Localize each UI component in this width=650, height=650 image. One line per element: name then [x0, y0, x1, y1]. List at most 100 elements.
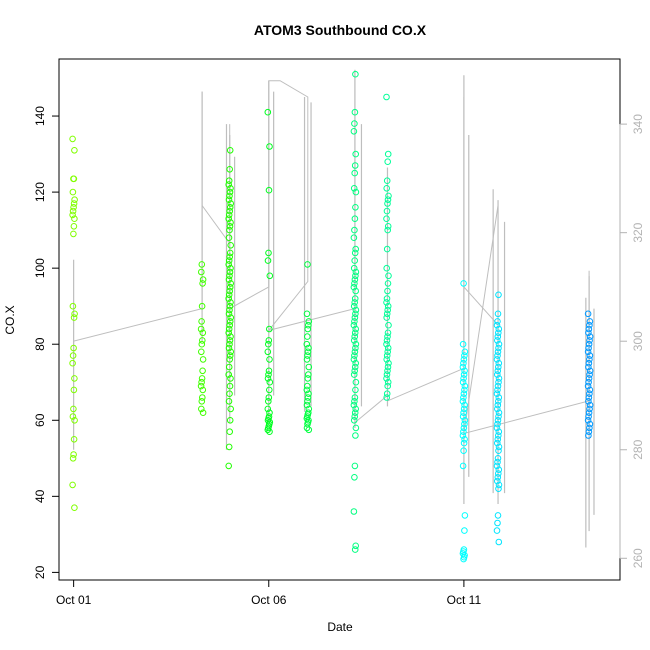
data-point	[225, 196, 233, 203]
y-tick-label: 140	[33, 106, 47, 126]
data-point	[69, 352, 77, 359]
data-point	[198, 348, 205, 356]
data-point	[225, 363, 233, 371]
data-point	[461, 367, 468, 375]
data-point	[226, 204, 234, 211]
data-point	[226, 356, 233, 363]
data-point	[385, 359, 392, 367]
data-point	[351, 108, 359, 116]
data-point	[226, 302, 234, 310]
data-point	[304, 352, 311, 359]
data-point	[352, 272, 359, 280]
data-point	[351, 409, 359, 417]
data-point	[351, 215, 359, 222]
y-tick-label: 20	[33, 565, 47, 579]
data-point	[494, 420, 501, 428]
data-point	[495, 378, 502, 386]
data-point	[351, 120, 358, 127]
data-point	[384, 333, 391, 340]
data-point	[305, 426, 313, 434]
data-point	[585, 340, 593, 348]
y-tick-label: 40	[33, 489, 47, 503]
data-point	[266, 272, 274, 280]
data-point	[199, 394, 206, 401]
data-point	[70, 175, 77, 183]
data-point	[350, 417, 358, 424]
data-point	[264, 405, 272, 413]
data-point	[350, 321, 358, 329]
data-point	[226, 253, 233, 261]
data-point	[493, 390, 501, 398]
data-point	[495, 398, 502, 405]
data-point	[227, 280, 234, 287]
data-point	[495, 432, 502, 439]
axes-layer: 20 40 60 80 100 120 140 Oct 01 Oct 06 Oct 11 260 28…	[33, 106, 645, 607]
data-point	[459, 432, 467, 439]
data-point	[351, 546, 359, 553]
data-point	[351, 318, 358, 325]
data-point	[495, 291, 502, 299]
data-point	[461, 436, 468, 443]
data-point	[225, 462, 232, 470]
data-point	[384, 363, 392, 371]
y-tick-label: 60	[33, 413, 47, 427]
y-right-tick-label: 320	[631, 222, 645, 242]
data-point	[303, 386, 311, 394]
data-point	[460, 356, 468, 363]
data-point	[352, 359, 360, 367]
data-point	[460, 428, 467, 436]
data-point	[384, 367, 391, 375]
data-point	[350, 401, 358, 409]
data-point	[460, 424, 468, 432]
data-point	[226, 147, 234, 154]
data-point	[352, 70, 359, 78]
data-point	[352, 386, 359, 394]
data-point	[198, 302, 206, 310]
y-axis-label: CO.X	[3, 305, 17, 334]
data-point	[71, 375, 78, 382]
data-point	[586, 333, 594, 340]
data-point	[586, 386, 594, 394]
data-point	[69, 481, 76, 489]
data-point	[495, 466, 503, 474]
y-right-tick-label: 340	[631, 114, 645, 134]
data-point	[69, 359, 76, 367]
data-point	[585, 375, 593, 382]
data-point	[493, 462, 501, 470]
data-point	[585, 432, 592, 439]
data-point	[226, 306, 233, 314]
data-point	[585, 394, 593, 401]
x-tick-label: Oct 01	[56, 593, 92, 607]
data-point	[199, 409, 207, 417]
data-point	[199, 386, 207, 394]
data-point	[585, 398, 592, 405]
data-point	[71, 310, 78, 318]
data-point	[351, 257, 359, 264]
data-point	[383, 245, 391, 253]
data-point	[383, 299, 390, 306]
data-point	[493, 321, 501, 329]
data-point	[69, 211, 76, 219]
data-point	[350, 356, 358, 363]
data-point	[586, 356, 593, 363]
data-point	[383, 340, 390, 348]
data-point	[495, 485, 502, 493]
data-point	[494, 477, 501, 485]
data-point	[384, 196, 392, 203]
data-point	[494, 512, 502, 519]
data-point	[305, 318, 313, 325]
data-point	[384, 158, 392, 165]
data-point	[304, 394, 312, 401]
data-point	[225, 276, 233, 283]
data-point	[352, 150, 360, 158]
data-point	[383, 177, 391, 184]
data-point	[225, 310, 233, 318]
data-point	[71, 417, 78, 424]
data-point	[227, 314, 234, 321]
data-point	[225, 344, 233, 352]
data-point	[383, 390, 391, 398]
data-point	[384, 223, 392, 230]
data-point	[266, 386, 273, 394]
data-point	[494, 333, 502, 340]
data-point	[227, 264, 234, 272]
